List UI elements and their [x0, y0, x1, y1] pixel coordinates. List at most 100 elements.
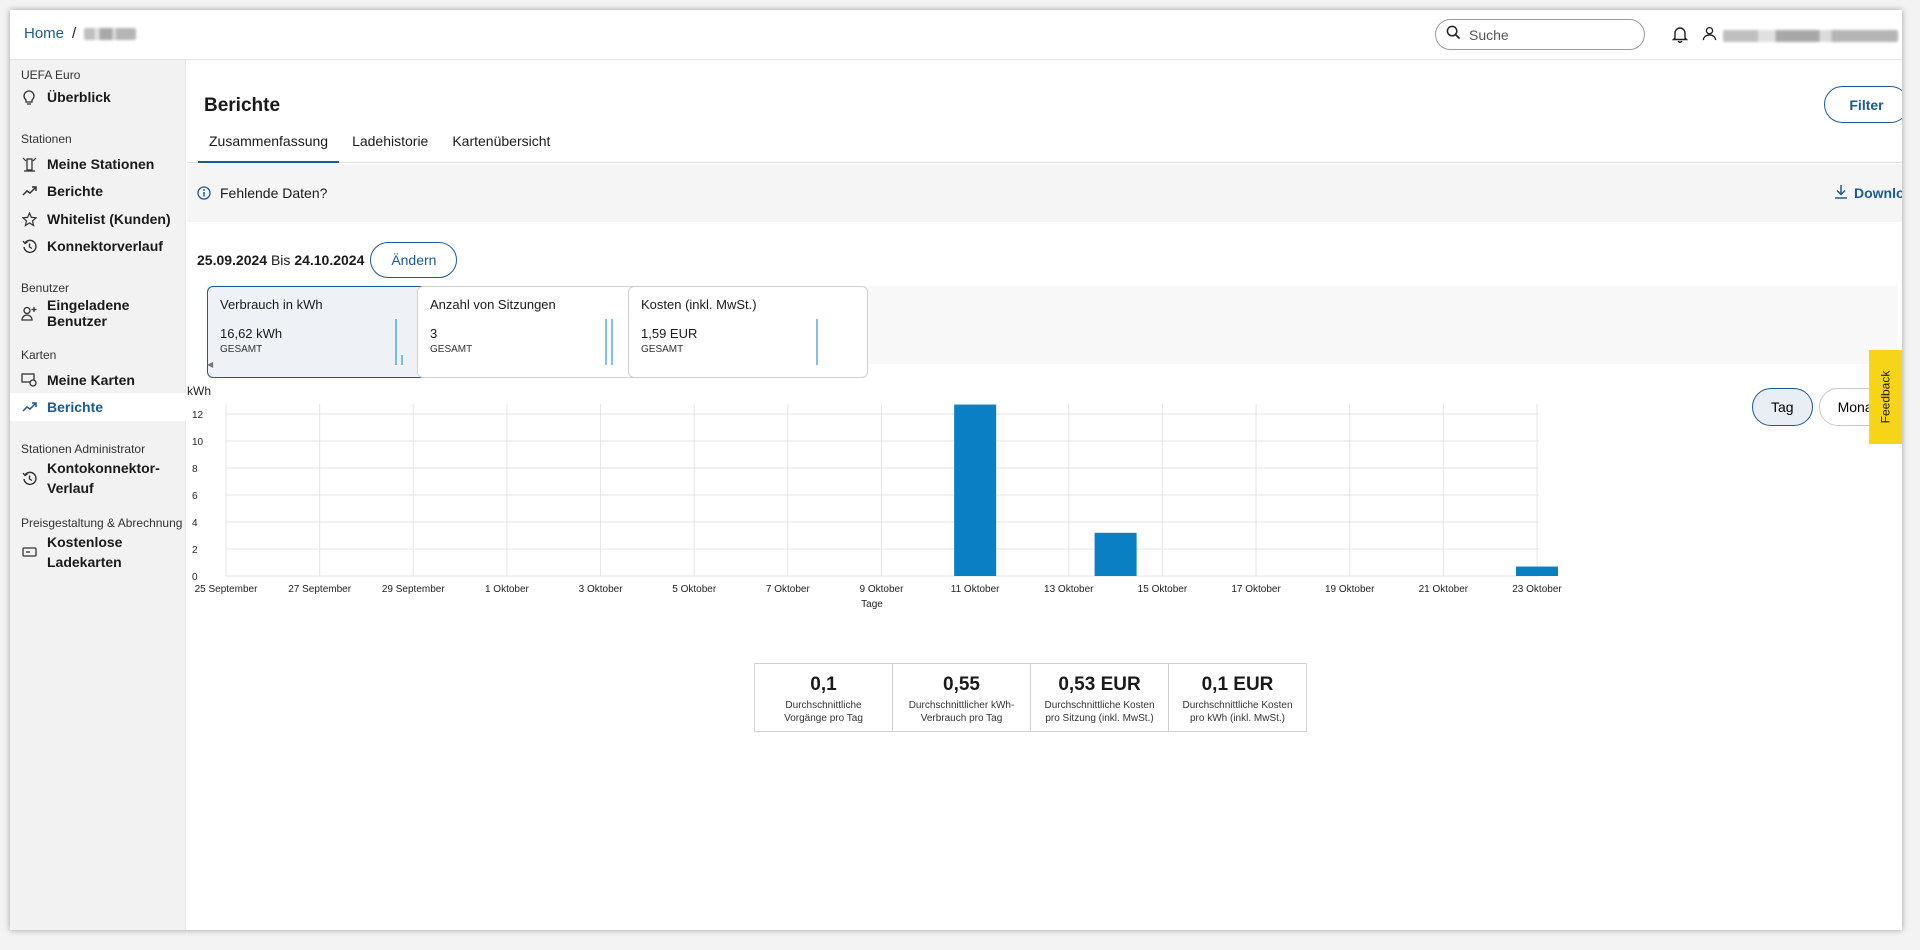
y-tick-label: 8: [192, 464, 198, 475]
x-tick-label: 11 Oktober: [951, 584, 1000, 595]
user-icon: [1702, 26, 1717, 46]
info-bar: Fehlende Daten? Download: [187, 164, 1902, 222]
sidebar-item-label-line2: Ladekarten: [47, 554, 122, 570]
card-title: Verbrauch in kWh: [220, 297, 323, 312]
download-label: Download: [1854, 185, 1902, 201]
kwh-bar-chart: 0 2 4 6 8 10 12 25 September 27 September 29 Sept…: [187, 384, 1562, 610]
stat-label: Durchschnittliche Vorgänge pro Tag: [784, 700, 863, 724]
breadcrumb-separator: /: [72, 25, 77, 42]
stat-value: 0,55: [943, 674, 980, 695]
card-sparkline: [816, 319, 818, 365]
y-tick-label: 6: [192, 491, 198, 502]
search-box[interactable]: [1435, 19, 1645, 50]
sidebar-item-label: Konnektorverlauf: [47, 238, 163, 254]
download-icon: [1834, 184, 1848, 202]
trend-up-icon: [21, 399, 37, 415]
y-tick-label: 10: [192, 437, 204, 448]
card-value: 3: [430, 326, 438, 341]
sidebar-item-label: Berichte: [47, 183, 104, 199]
stat-value: 0,53 EUR: [1058, 674, 1141, 695]
scroll-left-icon[interactable]: ◀: [207, 360, 214, 369]
stat-label: Durchschnittliche Kosten pro kWh (inkl. …: [1182, 700, 1293, 724]
card-title: Kosten (inkl. MwSt.): [641, 297, 757, 312]
main-content: Berichte Filter Zusammenfassung Ladehist…: [187, 60, 1902, 930]
stat-kwh-per-day: 0,55 Durchschnittlicher kWh-Verbrauch pr…: [893, 664, 1031, 731]
history-icon: [21, 470, 37, 486]
x-tick-label: 15 Oktober: [1138, 584, 1188, 595]
missing-data-link[interactable]: Fehlende Daten?: [220, 185, 328, 201]
star-icon: [21, 211, 37, 227]
x-tick-label: 1 Oktober: [485, 584, 530, 595]
y-tick-label: 4: [192, 518, 198, 529]
x-tick-label: 25 September: [195, 584, 258, 595]
user-menu[interactable]: [1702, 26, 1898, 46]
tab-kartenuebersicht[interactable]: Kartenübersicht: [452, 133, 551, 149]
bell-icon[interactable]: [1671, 26, 1689, 48]
sidebar-item-kontokonnektor-verlauf[interactable]: Kontokonnektor- Verlauf: [10, 460, 186, 496]
toggle-day-button[interactable]: Tag: [1752, 388, 1813, 426]
page-title: Berichte: [204, 95, 281, 116]
x-tick-label: 21 Oktober: [1419, 584, 1469, 595]
feedback-tab[interactable]: Feedback: [1869, 350, 1902, 444]
sidebar-item-whitelist[interactable]: Whitelist (Kunden): [10, 208, 186, 230]
x-tick-label: 19 Oktober: [1325, 584, 1375, 595]
tab-zusammenfassung[interactable]: Zusammenfassung: [198, 127, 340, 163]
sidebar-item-meine-karten[interactable]: Meine Karten: [10, 369, 186, 391]
card-value: 1,59 EUR: [641, 326, 698, 341]
x-tick-label: 17 Oktober: [1231, 584, 1281, 595]
sidebar-item-label: Meine Karten: [47, 372, 135, 388]
info-icon: [197, 186, 211, 200]
stat-cost-per-kwh: 0,1 EUR Durchschnittliche Kosten pro kWh…: [1169, 664, 1306, 731]
filter-button[interactable]: Filter: [1824, 86, 1902, 123]
tab-ladehistorie[interactable]: Ladehistorie: [352, 133, 429, 149]
sidebar-item-berichte-karten[interactable]: Berichte: [10, 393, 186, 421]
sidebar-item-konnektorverlauf[interactable]: Konnektorverlauf: [10, 235, 186, 257]
search-input[interactable]: [1469, 26, 1619, 43]
stat-value: 0,1 EUR: [1201, 674, 1274, 695]
sidebar-item-ueberblick[interactable]: Überblick: [10, 86, 186, 108]
sidebar-item-eingeladene-benutzer[interactable]: Eingeladene Benutzer: [10, 297, 186, 329]
stat-label: Durchschnittliche Kosten pro Sitzung (in…: [1044, 700, 1155, 724]
breadcrumb-current-redacted: [84, 27, 137, 40]
sidebar-item-label: Whitelist (Kunden): [47, 211, 171, 227]
card-caption: GESAMT: [220, 344, 263, 355]
user-add-icon: [21, 305, 37, 321]
card-costs[interactable]: Kosten (inkl. MwSt.) 1,59 EUR GESAMT: [628, 286, 868, 378]
x-tick-label: 5 Oktober: [672, 584, 717, 595]
bar-11-oktober[interactable]: [954, 404, 997, 576]
trend-up-icon: [21, 183, 37, 199]
bar-23-oktober[interactable]: [1516, 566, 1558, 576]
feedback-label: Feedback: [1878, 370, 1893, 424]
sidebar-item-kostenlose-ladekarten[interactable]: Kostenlose Ladekarten: [10, 534, 186, 570]
card-title: Anzahl von Sitzungen: [430, 297, 556, 312]
bar-14-oktober[interactable]: [1094, 532, 1137, 576]
sidebar-item-meine-stationen[interactable]: Meine Stationen: [10, 153, 186, 175]
sidebar-section-title: Stationen Administrator: [21, 442, 146, 456]
download-button[interactable]: Download: [1834, 184, 1902, 202]
y-axis-label: kWh: [187, 384, 211, 398]
date-from: 25.09.2024: [197, 252, 268, 268]
sidebar-item-berichte-stationen[interactable]: Berichte: [10, 180, 186, 202]
sidebar: UEFA Euro Überblick Stationen Meine Stat…: [10, 60, 186, 930]
stat-cost-per-session: 0,53 EUR Durchschnittliche Kosten pro Si…: [1031, 664, 1169, 731]
date-separator: Bis: [270, 252, 291, 268]
breadcrumb-home-link[interactable]: Home: [24, 25, 65, 42]
x-tick-label: 13 Oktober: [1044, 584, 1094, 595]
charging-station-icon: [21, 156, 37, 172]
card-sessions[interactable]: Anzahl von Sitzungen 3 GESAMT: [417, 286, 657, 378]
sidebar-item-label: Meine Stationen: [47, 156, 155, 172]
stats-panel: 0,1 Durchschnittliche Vorgänge pro Tag 0…: [754, 663, 1307, 732]
y-tick-label: 2: [192, 545, 198, 556]
sidebar-item-label: Überblick: [47, 89, 111, 105]
card-consumption[interactable]: Verbrauch in kWh 16,62 kWh GESAMT: [207, 286, 447, 378]
sidebar-section-title: Stationen: [21, 132, 72, 146]
x-tick-label: 23 Oktober: [1512, 584, 1562, 595]
change-date-button[interactable]: Ändern: [370, 242, 458, 278]
sidebar-section-title: UEFA Euro: [21, 68, 81, 82]
sidebar-item-label-line2: Verlauf: [47, 480, 94, 496]
y-tick-label: 0: [192, 572, 198, 583]
sidebar-section-title: Benutzer: [21, 281, 70, 295]
x-tick-label: 27 September: [288, 584, 351, 595]
sidebar-item-label: Kontokonnektor-: [47, 460, 160, 476]
card-value: 16,62 kWh: [220, 326, 283, 341]
